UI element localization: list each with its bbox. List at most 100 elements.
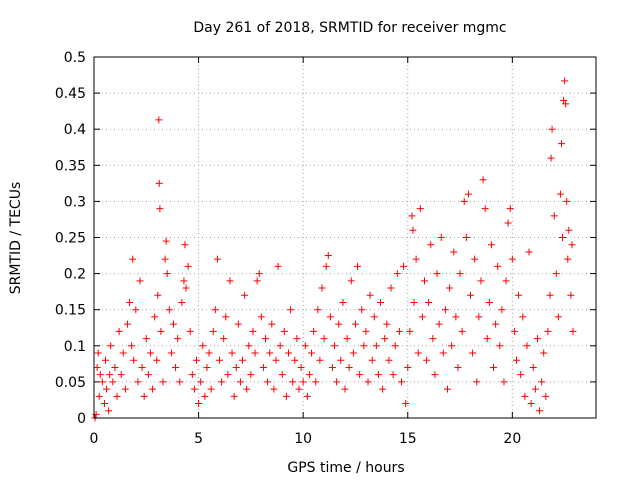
- data-point: [106, 371, 114, 379]
- data-point: [270, 385, 278, 393]
- data-point: [552, 270, 560, 278]
- data-point: [174, 335, 182, 343]
- data-point: [351, 320, 359, 328]
- data-point: [154, 291, 162, 299]
- data-point: [316, 356, 324, 364]
- data-point: [103, 385, 111, 393]
- data-point: [335, 320, 343, 328]
- data-point: [400, 262, 408, 270]
- y-tick-label: 0.15: [55, 303, 86, 319]
- data-point: [475, 313, 483, 321]
- data-point: [123, 320, 131, 328]
- data-point: [181, 241, 189, 249]
- data-point: [255, 270, 263, 278]
- data-point: [274, 262, 282, 270]
- data-point: [259, 363, 267, 371]
- data-point: [483, 335, 491, 343]
- data-point: [308, 349, 316, 357]
- data-point: [364, 378, 372, 386]
- data-point: [464, 190, 472, 198]
- data-point: [366, 291, 374, 299]
- data-point: [144, 371, 152, 379]
- data-point: [151, 313, 159, 321]
- data-points: [91, 77, 577, 422]
- data-point: [343, 335, 351, 343]
- data-point: [402, 400, 410, 408]
- data-point: [180, 277, 188, 285]
- data-point: [536, 407, 544, 415]
- axis-ticks: 0 0.05 0.1 0.15 0.2 0.25 0.3 0.35 0.4 0.45 0.5 0 5 10…: [55, 50, 596, 447]
- data-point: [149, 385, 157, 393]
- data-point: [241, 291, 249, 299]
- y-tick-label: 0.25: [55, 231, 86, 247]
- data-point: [540, 349, 548, 357]
- data-point: [494, 262, 502, 270]
- data-point: [236, 378, 244, 386]
- x-tick-label: 20: [503, 431, 521, 447]
- data-point: [322, 262, 330, 270]
- data-point: [377, 298, 385, 306]
- data-point: [178, 298, 186, 306]
- data-point: [547, 154, 555, 162]
- data-point: [565, 226, 573, 234]
- data-point: [132, 306, 140, 314]
- data-point: [345, 363, 353, 371]
- data-point: [395, 327, 403, 335]
- data-point: [228, 349, 236, 357]
- data-point: [525, 248, 533, 256]
- data-point: [443, 385, 451, 393]
- data-point: [561, 77, 569, 85]
- data-point: [220, 335, 228, 343]
- data-point: [498, 306, 506, 314]
- data-point: [268, 320, 276, 328]
- data-point: [556, 190, 564, 198]
- data-point: [462, 234, 470, 241]
- data-point: [409, 226, 417, 234]
- y-tick-label: 0.1: [64, 339, 86, 355]
- x-tick-label: 0: [90, 431, 99, 447]
- data-point: [280, 327, 288, 335]
- data-point: [326, 313, 334, 321]
- data-point: [324, 252, 332, 260]
- data-point: [500, 378, 508, 386]
- data-point: [312, 378, 320, 386]
- data-point: [249, 327, 257, 335]
- y-tick-label: 0.2: [64, 267, 86, 283]
- data-point: [109, 378, 117, 386]
- data-point: [136, 277, 144, 285]
- data-point: [372, 342, 380, 350]
- data-point: [94, 349, 102, 357]
- data-point: [333, 378, 341, 386]
- data-point: [113, 392, 121, 400]
- data-point: [295, 385, 303, 393]
- y-tick-label: 0: [77, 411, 86, 427]
- data-point: [128, 342, 136, 350]
- data-point: [287, 306, 295, 314]
- data-point: [331, 342, 339, 350]
- x-tick-label: 15: [399, 431, 417, 447]
- data-point: [247, 371, 255, 379]
- data-point: [381, 335, 389, 343]
- x-axis-label: GPS time / hours: [287, 460, 404, 476]
- data-point: [239, 356, 247, 364]
- data-point: [172, 363, 180, 371]
- data-point: [467, 291, 474, 299]
- data-point: [146, 349, 154, 357]
- data-point: [165, 306, 173, 314]
- data-point: [232, 363, 240, 371]
- data-point: [496, 342, 504, 350]
- data-point: [156, 205, 164, 213]
- data-point: [140, 392, 148, 400]
- data-point: [389, 371, 397, 379]
- y-axis-label: SRMTID / TECUs: [8, 182, 24, 295]
- data-point: [138, 363, 146, 371]
- data-point: [155, 179, 163, 187]
- data-point: [213, 255, 221, 263]
- data-point: [439, 349, 447, 357]
- data-point: [291, 356, 299, 364]
- y-tick-label: 0.3: [64, 194, 86, 210]
- data-point: [192, 356, 200, 364]
- x-tick-label: 5: [194, 431, 203, 447]
- data-point: [564, 255, 572, 263]
- data-point: [370, 313, 378, 321]
